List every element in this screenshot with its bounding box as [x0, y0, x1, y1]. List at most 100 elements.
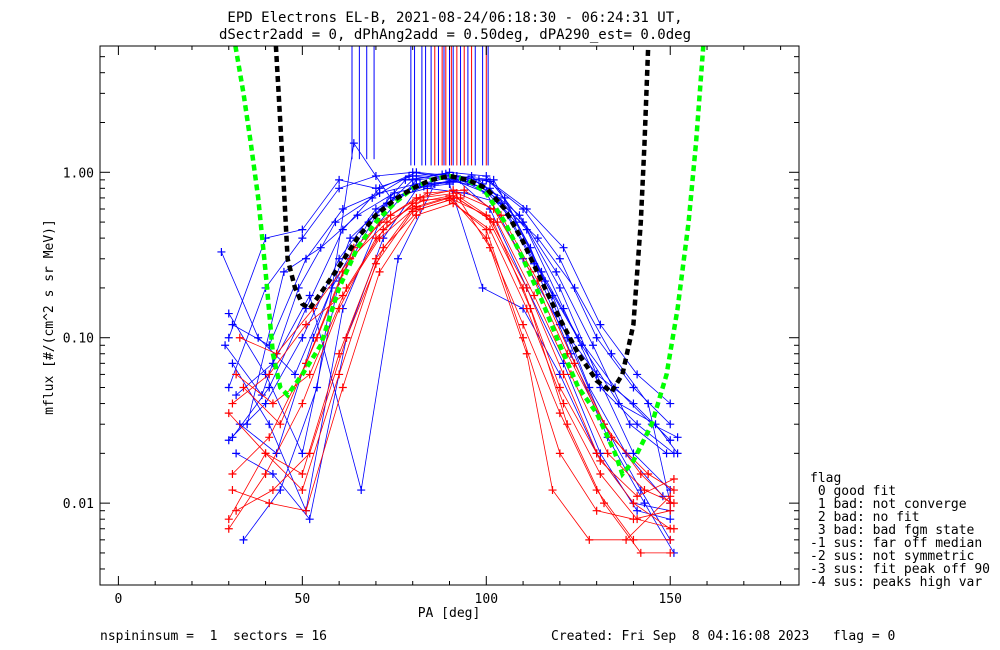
data-point — [669, 486, 678, 495]
data-point — [290, 370, 299, 379]
data-point — [600, 499, 609, 508]
data-point — [386, 211, 395, 220]
data-point — [596, 320, 605, 329]
data-point — [489, 175, 498, 184]
data-point — [666, 506, 675, 515]
data-point — [629, 449, 638, 458]
data-point — [449, 191, 458, 200]
legend-entry: 3 bad: bad fgm state — [810, 523, 975, 538]
data-point — [379, 243, 388, 252]
data-point — [412, 175, 421, 184]
data-point — [265, 370, 274, 379]
data-point — [298, 234, 307, 243]
data-point — [261, 449, 270, 458]
data-point — [445, 179, 454, 188]
spin-curve-line — [232, 171, 671, 438]
data-point — [500, 193, 509, 202]
data-point — [588, 341, 597, 350]
data-point — [555, 254, 564, 263]
y-tick-label: 0.10 — [63, 332, 94, 347]
data-point — [669, 524, 678, 533]
x-tick-label: 100 — [475, 592, 498, 607]
data-point — [228, 486, 237, 495]
data-point — [408, 207, 417, 216]
data-point — [298, 225, 307, 234]
data-point — [228, 399, 237, 408]
data-point — [335, 254, 344, 263]
data-point — [379, 225, 388, 234]
data-point — [423, 188, 432, 197]
data-point — [669, 499, 678, 508]
data-point — [526, 304, 535, 313]
data-point — [316, 243, 325, 252]
x-axis: 0 50 100 150 — [114, 46, 782, 607]
data-point — [298, 449, 307, 458]
data-point — [662, 449, 671, 458]
data-point — [368, 193, 377, 202]
data-point — [265, 420, 274, 429]
data-point — [485, 215, 494, 224]
data-point — [669, 474, 678, 483]
data-point — [563, 420, 572, 429]
data-point — [335, 175, 344, 184]
data-point — [522, 283, 531, 292]
data-point — [474, 175, 483, 184]
data-point — [636, 548, 645, 557]
data-point — [522, 349, 531, 358]
data-point — [666, 399, 675, 408]
data-point — [419, 195, 428, 204]
data-point — [629, 515, 638, 524]
data-point — [533, 234, 542, 243]
data-point — [371, 204, 380, 213]
data-point — [298, 399, 307, 408]
data-point — [232, 391, 241, 400]
data-point — [338, 204, 347, 213]
data-point — [485, 177, 494, 186]
data-point — [261, 399, 270, 408]
spin-curve-line — [232, 175, 671, 520]
data-point — [221, 341, 230, 350]
x-axis-label: PA [deg] — [418, 606, 481, 621]
data-point — [614, 399, 623, 408]
data-point — [268, 486, 277, 495]
x-tick-label: 150 — [658, 592, 681, 607]
data-point — [338, 383, 347, 392]
data-point — [298, 470, 307, 479]
data-point — [228, 359, 237, 368]
data-point — [555, 283, 564, 292]
data-point — [603, 449, 612, 458]
data-point — [313, 383, 322, 392]
data-point — [357, 486, 366, 495]
data-point — [375, 267, 384, 276]
data-point — [276, 486, 285, 495]
legend-entry: 1 bad: not converge — [810, 497, 967, 512]
data-point — [644, 470, 653, 479]
data-point — [607, 349, 616, 358]
chart-title-line-1: EPD Electrons EL-B, 2021-08-24/06:18:30 … — [227, 10, 682, 26]
data-point — [592, 506, 601, 515]
data-point — [232, 449, 241, 458]
data-point — [331, 218, 340, 227]
data-point — [530, 291, 539, 300]
data-point — [596, 456, 605, 465]
data-point — [393, 254, 402, 263]
legend: flag 0 good fit 1 bad: not converge 2 ba… — [810, 471, 990, 590]
data-point — [666, 535, 675, 544]
data-point — [224, 524, 233, 533]
data-point — [555, 409, 564, 418]
data-point — [401, 175, 410, 184]
data-point — [629, 499, 638, 508]
data-point — [224, 333, 233, 342]
data-point — [224, 409, 233, 418]
x-tick-label: 50 — [295, 592, 311, 607]
data-point — [261, 470, 270, 479]
data-point — [335, 184, 344, 193]
data-point — [592, 333, 601, 342]
data-point — [228, 470, 237, 479]
data-point — [559, 370, 568, 379]
spin-curve-line — [235, 175, 671, 541]
data-point — [644, 399, 653, 408]
legend-entry: 0 good fit — [810, 484, 896, 499]
data-point — [522, 204, 531, 213]
